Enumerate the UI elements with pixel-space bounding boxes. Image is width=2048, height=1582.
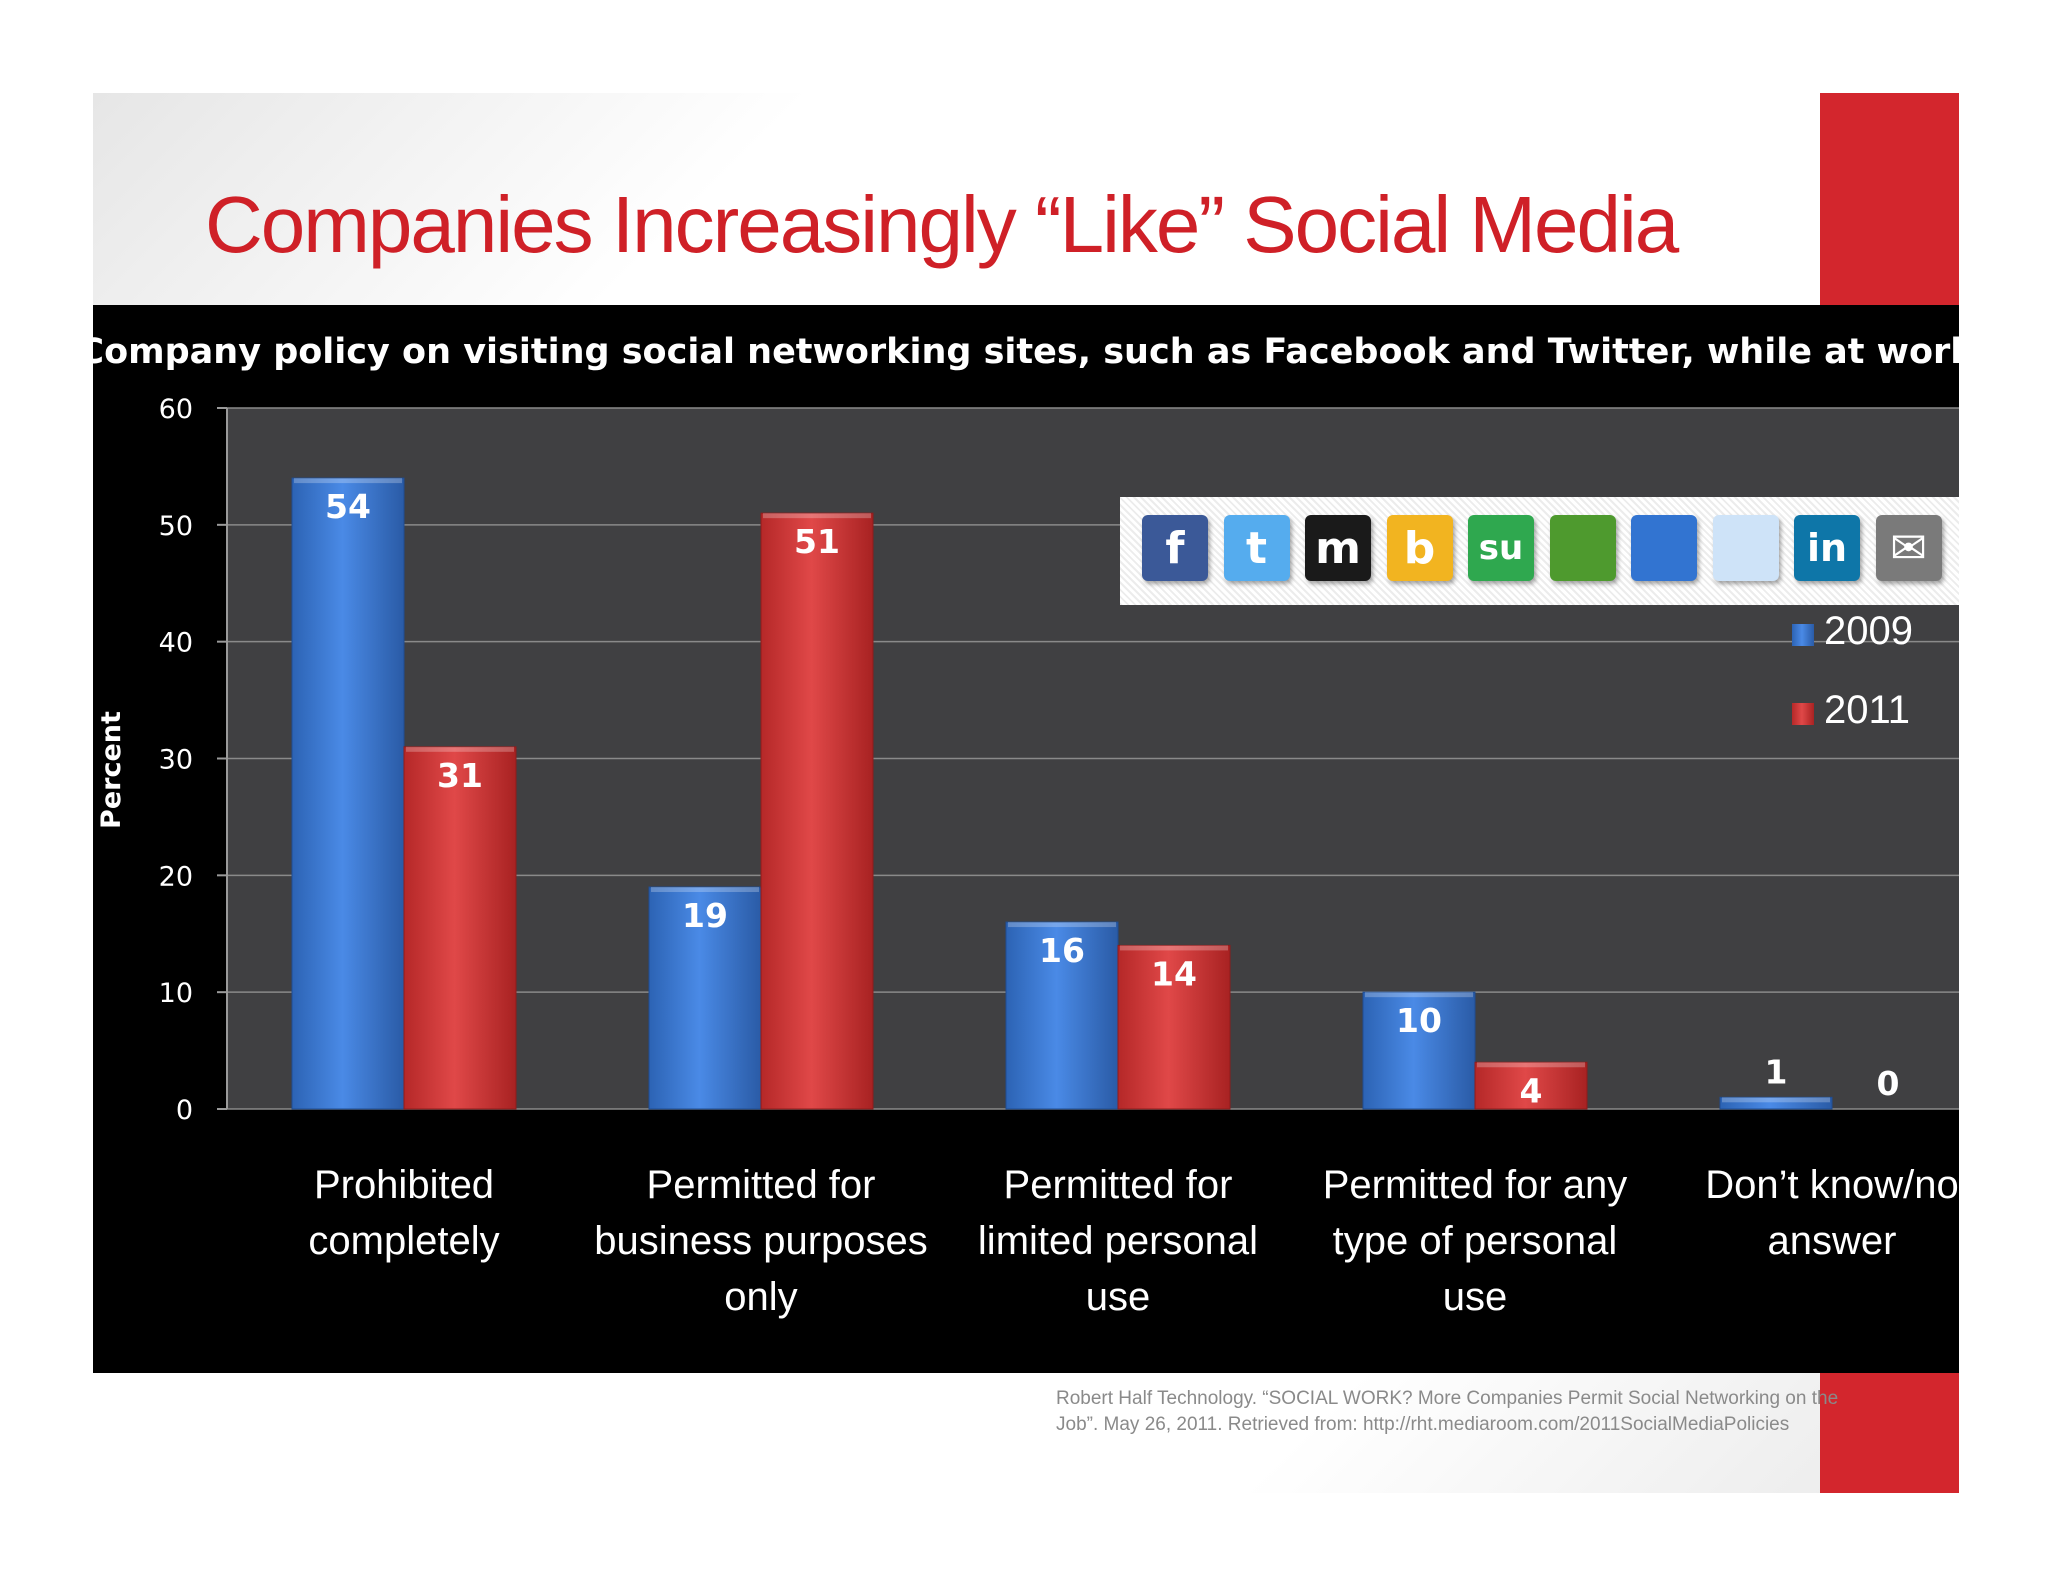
category-label-line: answer: [1768, 1219, 1897, 1263]
data-label-2009-3: 10: [1396, 1001, 1442, 1040]
red-accent-bar-bottom: [1820, 1373, 1959, 1493]
delicious-icon: [1631, 515, 1697, 581]
bar-2009-3: [1362, 991, 1476, 1110]
data-label-2011-0: 31: [437, 756, 483, 795]
data-label-2011-4: 0: [1877, 1064, 1900, 1103]
reddit-icon: [1712, 515, 1779, 581]
stumbleupon-icon: su: [1468, 515, 1534, 581]
google-bookmarks-icon: [1549, 515, 1616, 581]
data-label-2009-0: 54: [325, 487, 371, 526]
twitter-icon: t: [1223, 515, 1290, 581]
category-label-line: limited personal: [978, 1219, 1258, 1263]
bar-highlight: [1477, 1062, 1585, 1068]
bar-highlight: [763, 513, 871, 519]
bar-2009-2: [1005, 921, 1119, 1110]
bar-2011-1: [760, 512, 874, 1110]
y-tick-label: 30: [159, 745, 193, 776]
bar-2011-2: [1117, 944, 1231, 1110]
category-label-line: only: [724, 1275, 797, 1319]
data-label-2011-2: 14: [1151, 954, 1197, 993]
legend-swatch-2011: [1792, 703, 1814, 725]
bar-highlight: [1365, 992, 1473, 998]
category-label: Permitted for limited personal use: [978, 1163, 1258, 1319]
data-label-2009-2: 16: [1039, 931, 1085, 970]
data-label-2011-1: 51: [794, 522, 840, 561]
category-label-line: use: [1086, 1275, 1151, 1319]
data-label-2009-4: 1: [1765, 1052, 1788, 1091]
legend-swatch-2009: [1792, 624, 1814, 646]
category-label: Don’t know/no answer: [1705, 1163, 1958, 1263]
linkedin-icon: in: [1794, 515, 1860, 581]
bar-highlight: [651, 887, 759, 893]
category-label-line: Permitted for: [647, 1163, 876, 1207]
bar-2009-4: [1719, 1096, 1833, 1110]
bar-highlight: [294, 478, 402, 484]
slide: Companies Increasingly “Like” Social Med…: [93, 93, 1959, 1493]
data-label-2011-3: 4: [1520, 1071, 1543, 1110]
bar-highlight: [406, 746, 514, 752]
y-tick-label: 40: [159, 628, 193, 659]
slide-title: Companies Increasingly “Like” Social Med…: [205, 180, 1679, 269]
red-accent-bar-top: [1820, 93, 1959, 305]
data-label-2009-1: 19: [682, 896, 728, 935]
social-icons-strip: f t m b su in ✉: [1120, 497, 1959, 605]
category-label-line: use: [1443, 1275, 1508, 1319]
citation: Robert Half Technology. “SOCIAL WORK? Mo…: [1056, 1386, 1936, 1438]
category-label-line: Don’t know/no: [1705, 1163, 1958, 1207]
legend-label-2011: 2011: [1824, 688, 1910, 732]
bar-2009-1: [648, 886, 762, 1110]
bar-highlight: [1722, 1097, 1830, 1103]
category-label-line: type of personal: [1333, 1219, 1618, 1263]
bar-chart: Company policy on visiting social networ…: [93, 332, 1959, 1319]
y-tick-label: 20: [159, 861, 193, 892]
citation-line-2: Job”. May 26, 2011. Retrieved from: http…: [1056, 1414, 1790, 1435]
category-label: Permitted for business purposes only: [594, 1163, 928, 1319]
bar-2011-0: [403, 746, 517, 1110]
category-label-line: Permitted for: [1004, 1163, 1233, 1207]
y-tick-label: 60: [159, 394, 193, 425]
y-tick-label: 50: [159, 511, 193, 542]
category-label-line: completely: [308, 1219, 499, 1263]
bar-highlight: [1120, 945, 1228, 951]
myspace-icon: m: [1305, 515, 1371, 581]
email-icon: ✉: [1875, 515, 1942, 581]
y-tick-label: 10: [159, 978, 193, 1009]
bar-highlight: [1008, 922, 1116, 928]
chart-panel: Company policy on visiting social networ…: [93, 305, 1959, 1373]
y-axis-label: Percent: [96, 711, 127, 829]
bar-2011-3: [1474, 1061, 1588, 1110]
bar-2009-0: [291, 477, 405, 1110]
bebo-icon: b: [1386, 515, 1453, 581]
category-label: Prohibited completely: [308, 1163, 499, 1263]
category-label-line: Prohibited: [314, 1163, 494, 1207]
category-label-line: business purposes: [594, 1219, 928, 1263]
facebook-icon: f: [1142, 515, 1208, 581]
chart-title: Company policy on visiting social networ…: [93, 332, 1959, 372]
citation-line-1: Robert Half Technology. “SOCIAL WORK? Mo…: [1056, 1388, 1839, 1409]
y-tick-label: 0: [176, 1095, 193, 1126]
category-label-line: Permitted for any: [1323, 1163, 1628, 1207]
legend-label-2009: 2009: [1824, 609, 1913, 653]
category-label: Permitted for any type of personal use: [1323, 1163, 1628, 1319]
